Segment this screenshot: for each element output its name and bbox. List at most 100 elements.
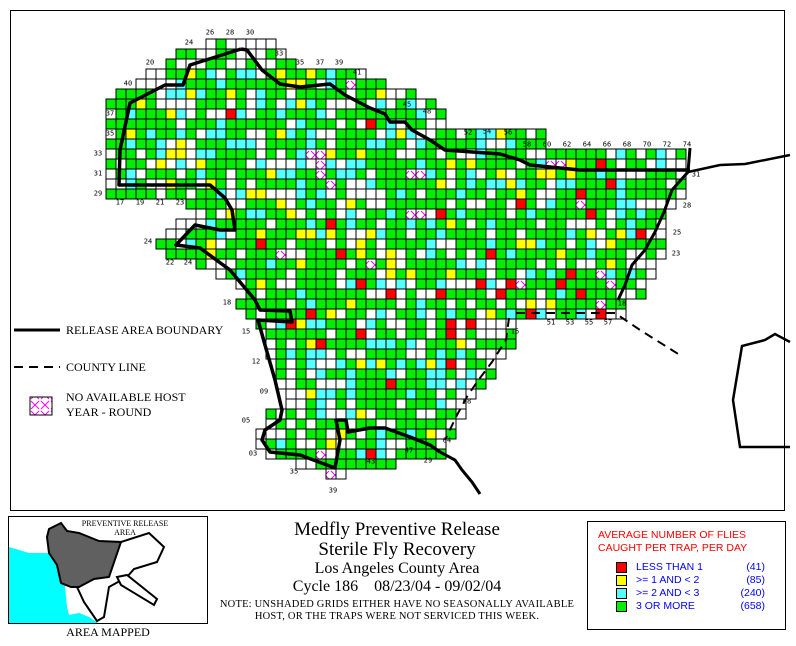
grid-cell xyxy=(565,298,577,310)
red-swatch xyxy=(616,562,627,573)
grid-cell xyxy=(285,278,297,290)
grid-label: 37 xyxy=(105,109,115,118)
grid-cell xyxy=(105,178,117,190)
grid-cell xyxy=(165,168,177,180)
grid-cell xyxy=(615,308,627,320)
grid-cell xyxy=(185,108,197,120)
grid-cell xyxy=(245,78,257,90)
grid-cell xyxy=(405,248,417,260)
grid-cell xyxy=(385,138,397,150)
grid-cell xyxy=(415,358,427,370)
grid-label: 66 xyxy=(602,140,612,149)
grid-cell xyxy=(235,188,247,200)
grid-cell xyxy=(605,178,617,190)
grid-cell xyxy=(235,68,247,80)
grid-cell xyxy=(305,298,317,310)
grid-cell xyxy=(385,448,397,460)
grid-cell xyxy=(195,138,207,150)
grid-cell xyxy=(295,188,307,200)
grid-cell xyxy=(375,118,387,130)
grid-cell xyxy=(515,168,527,180)
grid-cell xyxy=(655,248,667,260)
grid-label: 09 xyxy=(259,387,269,396)
grid-cell xyxy=(385,228,397,240)
grid-cell xyxy=(515,198,527,210)
grid-cell xyxy=(255,248,267,260)
grid-cell xyxy=(385,168,397,180)
grid-cell xyxy=(555,188,567,200)
grid-cell xyxy=(285,158,297,170)
grid-label: 12 xyxy=(251,357,261,366)
grid-cell xyxy=(305,208,317,220)
grid-cell xyxy=(425,358,437,370)
release-area-boundary-west xyxy=(117,47,442,470)
grid-cell xyxy=(325,238,337,250)
grid-cell xyxy=(175,48,187,60)
grid-cell xyxy=(445,308,457,320)
grid-cell xyxy=(405,88,417,100)
grid-cell xyxy=(135,78,147,90)
grid-cell xyxy=(565,178,577,190)
grid-cell xyxy=(445,238,457,250)
grid-cell xyxy=(375,198,387,210)
grid-label: 35 xyxy=(105,129,115,138)
grid-cell xyxy=(335,218,347,230)
grid-cell xyxy=(485,268,497,280)
grid-cell xyxy=(445,408,457,420)
grid-cell xyxy=(495,248,507,260)
grid-cell xyxy=(105,158,117,170)
grid-cell xyxy=(305,308,317,320)
grid-cell xyxy=(425,298,437,310)
grid-cell xyxy=(205,238,217,250)
grid-cell xyxy=(575,268,587,280)
grid-cell xyxy=(275,338,287,350)
grid-cell xyxy=(385,328,397,340)
grid-cell xyxy=(475,288,487,300)
grid-cell xyxy=(175,88,187,100)
grid-cell xyxy=(255,158,267,170)
grid-cell xyxy=(545,218,557,230)
grid-cell xyxy=(575,228,587,240)
grid-cell xyxy=(125,148,137,160)
grid-cell xyxy=(195,148,207,160)
grid-cell xyxy=(535,178,547,190)
grid-cell xyxy=(325,378,337,390)
grid-cell xyxy=(365,158,377,170)
grid-cell xyxy=(175,128,187,140)
grid-cell xyxy=(425,118,437,130)
grid-cell xyxy=(255,188,267,200)
grid-cell xyxy=(435,318,447,330)
grid-cell xyxy=(285,68,297,80)
grid-cell xyxy=(525,288,537,300)
grid-cell xyxy=(285,358,297,370)
grid-cell xyxy=(275,88,287,100)
grid-cell xyxy=(255,208,267,220)
legend-label: 3 OR MORE xyxy=(636,600,695,612)
grid-label: 68 xyxy=(622,140,632,149)
grid-cell xyxy=(575,178,587,190)
grid-cell xyxy=(555,178,567,190)
grid-cell xyxy=(235,158,247,170)
grid-cell xyxy=(625,158,637,170)
grid-cell xyxy=(595,248,607,260)
grid-cell xyxy=(345,308,357,320)
grid-cell xyxy=(255,178,267,190)
grid-cell xyxy=(435,358,447,370)
grid-cell xyxy=(535,268,547,280)
grid-cell xyxy=(365,328,377,340)
grid-cell xyxy=(535,198,547,210)
grid-cell xyxy=(385,338,397,350)
grid-label: 70 xyxy=(642,140,652,149)
grid-cell xyxy=(335,198,347,210)
grid-cell xyxy=(415,158,427,170)
grid-label: 20 xyxy=(145,58,155,67)
grid-cell xyxy=(525,218,537,230)
grid-cell xyxy=(415,348,427,360)
grid-cell xyxy=(605,258,617,270)
grid-cell xyxy=(455,238,467,250)
grid-cell xyxy=(505,198,517,210)
grid-cell xyxy=(355,358,367,370)
grid-cell xyxy=(505,238,517,250)
grid-cell xyxy=(245,128,257,140)
grid-cell xyxy=(255,258,267,270)
